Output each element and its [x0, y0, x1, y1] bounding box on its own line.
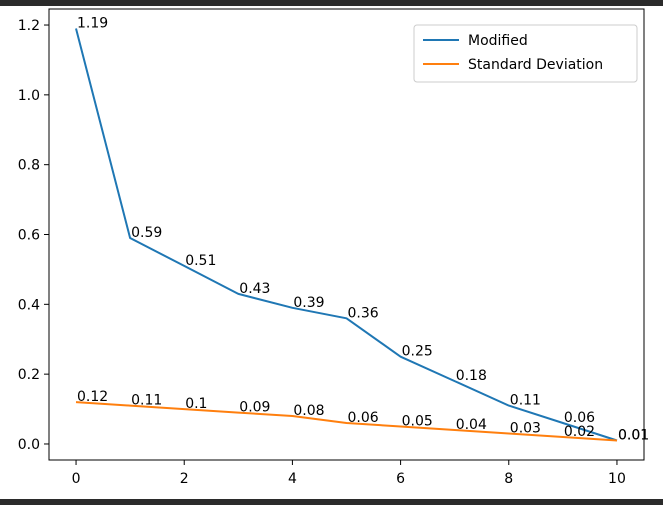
data-label-standard-deviation: 0.06	[348, 410, 379, 426]
series-line-standard-deviation	[75, 401, 618, 442]
y-tick-label: 0.2	[18, 367, 40, 383]
data-label-standard-deviation: 0.05	[402, 414, 433, 430]
data-label-modified: 0.01	[618, 428, 649, 444]
data-label-modified: 1.19	[77, 16, 108, 32]
data-label-standard-deviation: 0.08	[293, 403, 324, 419]
y-tick-label: 0.8	[18, 158, 40, 174]
x-tick-label: 6	[396, 471, 405, 487]
window-bottom-bar	[0, 499, 663, 505]
legend-label-modified: Modified	[468, 33, 528, 49]
data-label-standard-deviation: 0.03	[510, 421, 541, 437]
data-label-standard-deviation: 0.09	[239, 400, 270, 416]
data-label-modified: 0.06	[564, 410, 595, 426]
x-tick-label: 0	[72, 471, 81, 487]
legend-label-standard-deviation: Standard Deviation	[468, 57, 603, 73]
x-axis-ticks: 0 2 4 6 8 10	[72, 460, 626, 487]
x-tick-label: 8	[504, 471, 513, 487]
data-label-standard-deviation: 0.11	[131, 393, 162, 409]
data-label-modified: 0.59	[131, 225, 162, 241]
x-tick-label: 2	[180, 471, 189, 487]
data-labels: 1.19 0.59 0.51 0.43 0.39 0.36 0.25 0.18 0.11 0.06…	[77, 16, 649, 444]
x-tick-label: 4	[288, 471, 297, 487]
data-label-modified: 0.39	[293, 295, 324, 311]
data-label-modified: 0.25	[402, 344, 433, 360]
data-label-modified: 0.18	[456, 368, 487, 384]
y-tick-label: 0.6	[18, 228, 40, 244]
data-label-modified: 0.36	[348, 305, 379, 321]
x-tick-label: 10	[608, 471, 626, 487]
series-line-modified	[75, 28, 618, 442]
y-tick-label: 0.4	[18, 297, 40, 313]
data-label-standard-deviation: 0.1	[185, 396, 207, 412]
y-tick-label: 1.2	[18, 18, 40, 34]
data-label-modified: 0.11	[510, 393, 541, 409]
data-label-standard-deviation: 0.01	[618, 428, 649, 444]
data-label-standard-deviation: 0.12	[77, 389, 108, 405]
y-tick-label: 1.0	[18, 88, 40, 104]
data-label-standard-deviation: 0.02	[564, 424, 595, 440]
plot-lines	[75, 28, 618, 442]
data-label-standard-deviation: 0.04	[456, 417, 487, 433]
legend-box	[413, 24, 638, 83]
data-label-modified: 0.43	[239, 281, 270, 297]
window-top-bar	[0, 0, 663, 6]
y-axis-ticks: 0.0 0.2 0.4 0.6 0.8 1.0 1.2	[18, 18, 49, 453]
data-label-modified: 0.51	[185, 253, 216, 269]
legend: Modified Standard Deviation	[413, 24, 638, 83]
y-tick-label: 0.0	[18, 437, 40, 453]
